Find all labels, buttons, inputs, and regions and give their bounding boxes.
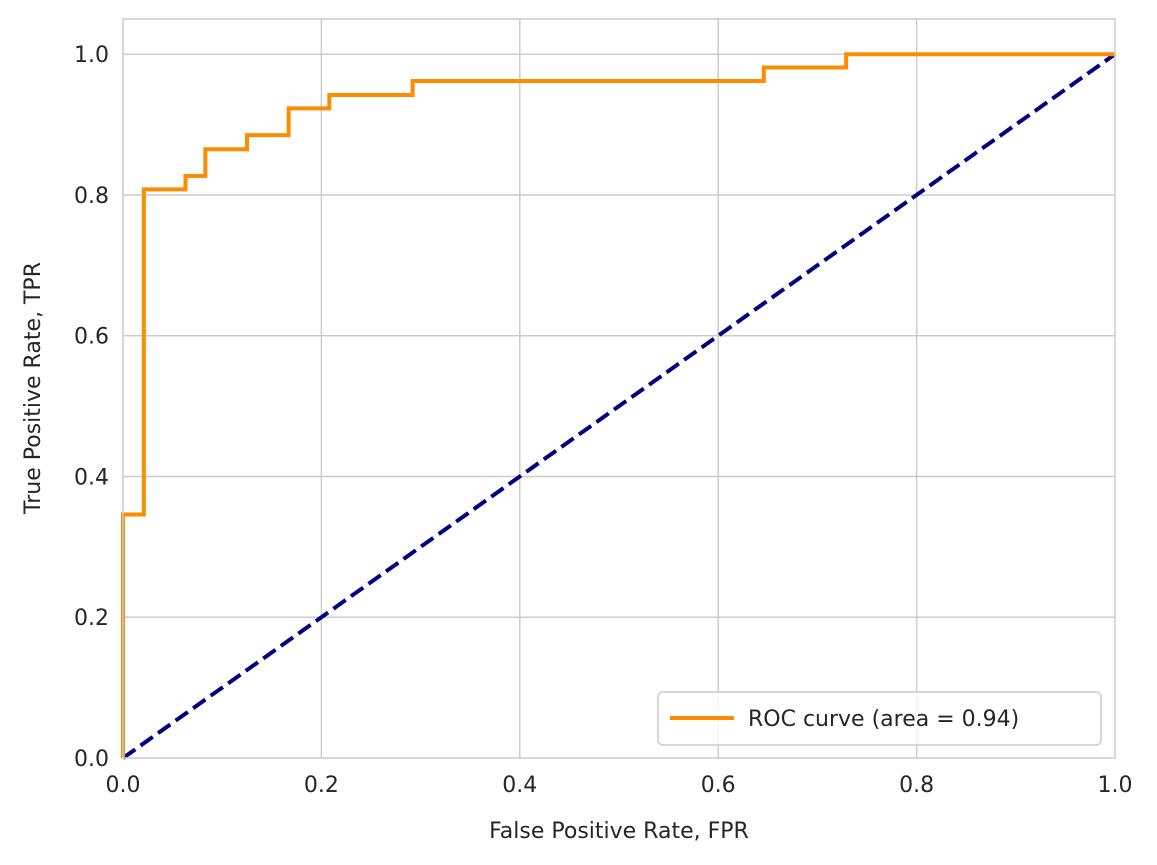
series-layer <box>121 52 1117 760</box>
plot-background <box>123 19 1115 758</box>
y-tick-label: 0.0 <box>74 747 109 772</box>
y-tick-label: 0.8 <box>74 184 109 209</box>
y-axis-label: True Positive Rate, TPR <box>21 262 46 515</box>
tick-labels: 0.0 0.2 0.4 0.6 0.8 1.0 0.0 0.2 0.4 0.6 0.8 1.0 <box>74 43 1133 798</box>
x-tick-label: 0.4 <box>502 773 537 798</box>
legend-label-roc-curve: ROC curve (area = 0.94) <box>748 707 1019 732</box>
x-tick-label: 0.6 <box>701 773 736 798</box>
x-tick-label: 0.2 <box>304 773 339 798</box>
x-tick-label: 0.8 <box>899 773 934 798</box>
y-tick-label: 1.0 <box>74 43 109 68</box>
x-tick-label: 0.0 <box>106 773 141 798</box>
legend-box <box>657 691 1102 746</box>
y-tick-label: 0.6 <box>74 325 109 350</box>
x-axis-label: False Positive Rate, FPR <box>489 819 749 844</box>
y-tick-label: 0.4 <box>74 465 109 490</box>
roc-curve-line <box>121 52 1115 758</box>
plot-frame <box>122 18 1116 759</box>
chance-diagonal-line <box>121 52 1117 760</box>
legend: ROC curve (area = 0.94) <box>657 691 1102 746</box>
y-tick-label: 0.2 <box>74 606 109 631</box>
x-tick-label: 1.0 <box>1098 773 1133 798</box>
